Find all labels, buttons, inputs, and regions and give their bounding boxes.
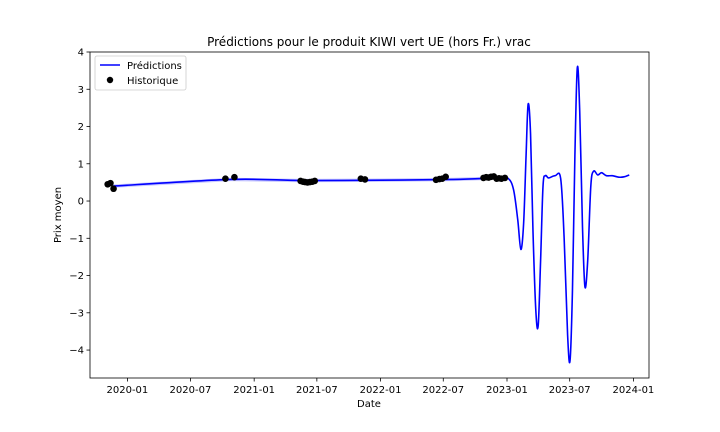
y-tick-label: −2 [69,271,84,282]
y-axis: −4 −3 −2 −1 0 1 2 3 4 [69,48,90,357]
x-tick-label: 2020-07 [170,385,212,396]
history-points-layer [104,173,509,193]
y-tick-label: 2 [78,122,84,133]
history-point [361,176,369,183]
x-tick-label: 2023-07 [549,385,591,396]
legend-label-historique: Historique [127,76,178,87]
legend-label-predictions: Prédictions [127,60,182,72]
y-axis-label: Prix moyen [53,187,64,243]
history-point [311,177,319,185]
y-tick-label: −3 [69,308,84,319]
x-tick-label: 2022-07 [422,385,464,396]
y-tick-label: 4 [78,48,84,59]
prediction-line-layer [112,65,630,364]
x-tick-label: 2023-01 [486,385,528,396]
x-tick-label: 2021-01 [233,385,275,396]
x-tick-label: 2021-07 [296,385,338,396]
y-tick-label: 0 [78,197,84,208]
x-tick-label: 2024-01 [613,385,655,396]
legend: Prédictions Historique [94,55,187,91]
x-axis-label: Date [357,399,381,410]
plot-area [90,52,649,378]
y-tick-label: 1 [78,159,84,170]
x-axis: 2020-01 2020-07 2021-01 2021-07 2022-01 2022-… [107,378,655,396]
history-point [501,174,509,182]
x-tick-label: 2020-01 [107,385,149,396]
chart-title: Prédictions pour le produit KIWI vert UE… [207,35,531,49]
history-point [442,173,449,181]
history-point [222,175,229,182]
y-tick-label: −4 [69,346,84,357]
x-tick-label: 2022-01 [360,385,402,396]
y-tick-label: 3 [78,85,84,96]
plot-frame [89,51,650,379]
history-point [231,173,238,181]
history-point [107,179,114,187]
history-point [110,185,117,193]
y-tick-label: −1 [69,234,84,245]
legend-point-swatch [106,76,114,84]
prediction-line [112,65,630,364]
